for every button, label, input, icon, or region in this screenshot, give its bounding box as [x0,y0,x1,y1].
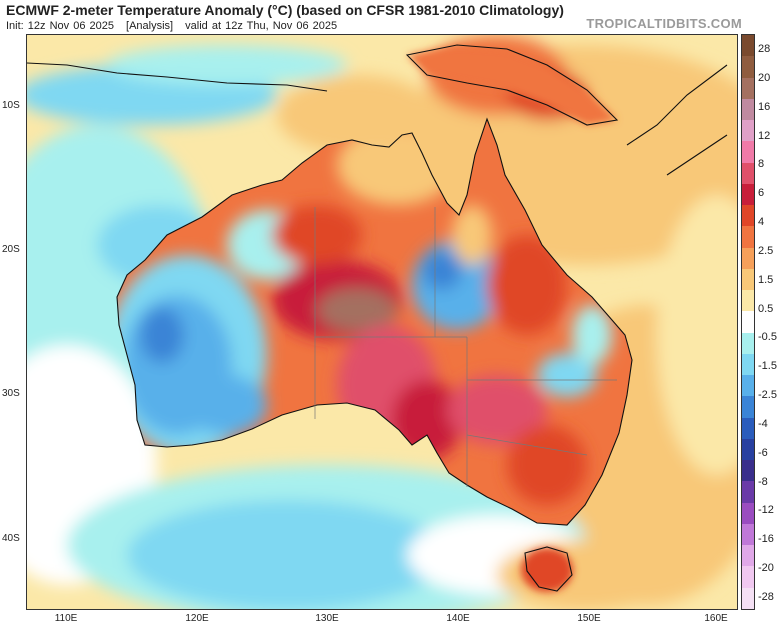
colorbar-label: 8 [758,158,765,171]
colorbar-swatch [742,396,754,418]
colorbar-swatch [742,226,754,248]
colorbar-swatch [742,587,754,609]
lon-label-160e: 160E [704,613,728,624]
new-guinea-field [407,45,617,125]
colorbar-label: -16 [758,533,774,546]
map-subtitle: Init: 12z Nov 06 2025 [Analysis] valid a… [6,20,345,32]
colorbar-swatch [742,290,754,312]
lat-label-20s: 20S [2,244,20,255]
analysis-tag: [Analysis] [126,20,174,32]
colorbar-swatch [742,205,754,227]
colorbar-label: 4 [758,216,765,229]
colorbar-swatch [742,56,754,78]
lat-label-30s: 30S [2,388,20,399]
colorbar-swatch [742,523,754,545]
colorbar-swatch [742,98,754,120]
colorbar-label: -2.5 [758,389,777,402]
colorbar-label: 6 [758,187,765,200]
lat-label-10s: 10S [2,100,20,111]
colorbar-swatch [742,438,754,460]
colorbar-label: -28 [758,591,774,603]
colorbar-label: 0.5 [758,302,774,315]
colorbar-label: -8 [758,475,768,488]
colorbar-swatch [742,332,754,354]
colorbar-label: -20 [758,562,774,575]
colorbar-swatch [742,545,754,567]
colorbar-label: -1.5 [758,360,777,373]
map-canvas [27,35,737,609]
colorbar-label: -4 [758,417,768,430]
map-title: ECMWF 2-meter Temperature Anomaly (°C) (… [6,2,564,18]
colorbar-label: -6 [758,446,768,459]
colorbar-swatch [742,183,754,205]
colorbar-swatch [742,311,754,333]
tasmania-field [521,548,573,592]
colorbar-label: 1.5 [758,273,774,286]
colorbar-swatch [742,460,754,482]
colorbar-swatch [742,417,754,439]
lon-label-150e: 150E [577,613,601,624]
valid-time: valid at 12z Thu, Nov 06 2025 [185,20,338,32]
state-borders [314,207,617,487]
colorbar-swatch [742,268,754,290]
coastlines [27,44,728,592]
colorbar-swatch [742,77,754,99]
colorbar-swatch [742,120,754,142]
lon-label-110e: 110E [54,613,78,624]
lat-label-40s: 40S [2,533,20,544]
colorbar [741,34,755,610]
colorbar-label: 28 [758,43,771,55]
init-time: Init: 12z Nov 06 2025 [6,20,114,32]
colorbar-swatch [742,247,754,269]
colorbar-swatch [742,35,754,57]
colorbar-label: 20 [758,71,771,84]
colorbar-label: 16 [758,100,771,113]
colorbar-swatch [742,375,754,397]
colorbar-label: -0.5 [758,331,777,344]
colorbar-swatch [742,481,754,503]
colorbar-swatch [742,162,754,184]
colorbar-label: 2.5 [758,244,774,257]
colorbar-label: 12 [758,129,771,142]
colorbar-swatch [742,353,754,375]
lon-label-130e: 130E [315,613,339,624]
colorbar-swatch [742,502,754,524]
lon-label-120e: 120E [185,613,209,624]
colorbar-swatch [742,566,754,588]
lon-label-140e: 140E [446,613,470,624]
brand-watermark[interactable]: TROPICALTIDBITS.COM [586,16,742,31]
colorbar-swatch [742,141,754,163]
colorbar-label: -12 [758,504,774,517]
anomaly-map[interactable] [26,34,738,610]
